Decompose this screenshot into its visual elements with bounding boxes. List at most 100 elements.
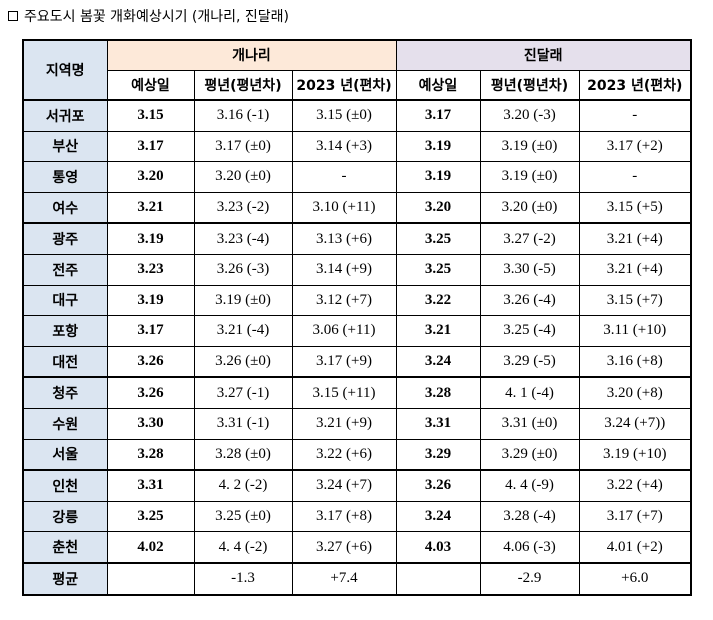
jindallae-normal-cell: 3.19 (±0) <box>479 130 580 163</box>
gaenari-2023-cell: 3.22 (+6) <box>291 438 397 471</box>
jindallae-expected-cell: 3.24 <box>395 500 481 533</box>
square-bullet-icon <box>8 11 18 21</box>
gaenari-expected-cell: 3.28 <box>106 438 195 471</box>
jindallae-expected-cell <box>395 561 481 595</box>
jindallae-expected-cell: 3.25 <box>395 253 481 286</box>
jindallae-expected-cell: 3.31 <box>395 407 481 440</box>
jindallae-expected-header: 예상일 <box>395 69 481 101</box>
gaenari-normal-cell: 3.26 (±0) <box>193 345 293 378</box>
jindallae-expected-cell: 3.26 <box>395 469 481 502</box>
jindallae-normal-cell: 3.20 (-3) <box>479 98 580 132</box>
table-row: 부산 3.17 3.17 (±0) 3.14 (+3) 3.19 3.19 (±0) 3.1… <box>22 130 692 163</box>
gaenari-expected-cell: 3.19 <box>106 222 195 255</box>
jindallae-expected-cell: 3.17 <box>395 98 481 132</box>
gaenari-normal-cell: 3.20 (±0) <box>193 161 293 193</box>
region-cell: 수원 <box>22 407 108 440</box>
gaenari-2023-cell: 3.14 (+3) <box>291 130 397 163</box>
average-row: 평균 -1.3 +7.4 -2.9 +6.0 <box>22 561 692 595</box>
jindallae-2023-cell: 3.17 (+2) <box>578 130 692 163</box>
jindallae-2023-cell: 3.20 (+8) <box>578 376 692 409</box>
gaenari-expected-cell: 3.21 <box>106 191 195 224</box>
jindallae-normal-cell: 3.30 (-5) <box>479 253 580 286</box>
region-cell: 춘천 <box>22 531 108 564</box>
gaenari-normal-cell: 3.28 (±0) <box>193 438 293 471</box>
jindallae-normal-header: 평년(평년차) <box>479 69 580 101</box>
jindallae-2023-cell: - <box>578 161 692 193</box>
gaenari-2023-cell: 3.14 (+9) <box>291 253 397 286</box>
gaenari-2023-cell: 3.21 (+9) <box>291 407 397 440</box>
gaenari-header: 개나리 <box>106 39 397 71</box>
gaenari-normal-cell: 4. 4 (-2) <box>193 531 293 564</box>
jindallae-2023-cell: - <box>578 98 692 132</box>
gaenari-expected-cell: 3.23 <box>106 253 195 286</box>
jindallae-expected-cell: 3.28 <box>395 376 481 409</box>
jindallae-2023-cell: 3.16 (+8) <box>578 345 692 378</box>
jindallae-expected-cell: 4.03 <box>395 531 481 564</box>
gaenari-2023-cell: 3.12 (+7) <box>291 284 397 317</box>
jindallae-normal-cell: -2.9 <box>479 561 580 595</box>
jindallae-normal-cell: 3.19 (±0) <box>479 161 580 193</box>
gaenari-normal-cell: 3.25 (±0) <box>193 500 293 533</box>
gaenari-2023-cell: 3.15 (±0) <box>291 98 397 132</box>
jindallae-2023-cell: 3.15 (+5) <box>578 191 692 224</box>
gaenari-2023-cell: +7.4 <box>291 561 397 595</box>
gaenari-normal-cell: 3.26 (-3) <box>193 253 293 286</box>
table-row: 광주 3.19 3.23 (-4) 3.13 (+6) 3.25 3.27 (-2) 3.2… <box>22 222 692 255</box>
table-row: 인천 3.31 4. 2 (-2) 3.24 (+7) 3.26 4. 4 (-9) 3.2… <box>22 469 692 502</box>
jindallae-expected-cell: 3.21 <box>395 315 481 347</box>
table-row: 전주 3.23 3.26 (-3) 3.14 (+9) 3.25 3.30 (-5) 3.2… <box>22 253 692 286</box>
region-cell: 광주 <box>22 222 108 255</box>
jindallae-2023-cell: 3.21 (+4) <box>578 253 692 286</box>
jindallae-normal-cell: 3.29 (-5) <box>479 345 580 378</box>
jindallae-expected-cell: 3.22 <box>395 284 481 317</box>
jindallae-normal-cell: 4.06 (-3) <box>479 531 580 564</box>
jindallae-2023-cell: +6.0 <box>578 561 692 595</box>
jindallae-2023-cell: 3.19 (+10) <box>578 438 692 471</box>
gaenari-expected-cell: 3.20 <box>106 161 195 193</box>
gaenari-expected-cell: 3.26 <box>106 376 195 409</box>
gaenari-2023-cell: 3.15 (+11) <box>291 376 397 409</box>
jindallae-expected-cell: 3.25 <box>395 222 481 255</box>
gaenari-normal-cell: 3.19 (±0) <box>193 284 293 317</box>
gaenari-normal-cell: 3.21 (-4) <box>193 315 293 347</box>
jindallae-normal-cell: 4. 4 (-9) <box>479 469 580 502</box>
gaenari-normal-cell: 3.23 (-2) <box>193 191 293 224</box>
gaenari-normal-cell: -1.3 <box>193 561 293 595</box>
table-row: 강릉 3.25 3.25 (±0) 3.17 (+8) 3.24 3.28 (-4) 3.1… <box>22 500 692 533</box>
table-row: 포항 3.17 3.21 (-4) 3.06 (+11) 3.21 3.25 (-4) 3.… <box>22 315 692 347</box>
region-cell: 전주 <box>22 253 108 286</box>
gaenari-expected-cell: 3.19 <box>106 284 195 317</box>
table-row: 대구 3.19 3.19 (±0) 3.12 (+7) 3.22 3.26 (-4) 3.1… <box>22 284 692 317</box>
gaenari-expected-cell: 4.02 <box>106 531 195 564</box>
gaenari-normal-cell: 4. 2 (-2) <box>193 469 293 502</box>
gaenari-2023-header: 2023 년(편차) <box>291 69 397 101</box>
gaenari-normal-cell: 3.17 (±0) <box>193 130 293 163</box>
jindallae-expected-cell: 3.19 <box>395 161 481 193</box>
jindallae-normal-cell: 3.31 (±0) <box>479 407 580 440</box>
region-header: 지역명 <box>22 39 108 101</box>
table-row: 여수 3.21 3.23 (-2) 3.10 (+11) 3.20 3.20 (±0) 3.… <box>22 191 692 224</box>
table-row: 대전 3.26 3.26 (±0) 3.17 (+9) 3.24 3.29 (-5) 3.1… <box>22 345 692 378</box>
page-title: 주요도시 봄꽃 개화예상시기 (개나리, 진달래) <box>6 5 289 27</box>
jindallae-normal-cell: 3.27 (-2) <box>479 222 580 255</box>
jindallae-expected-cell: 3.20 <box>395 191 481 224</box>
jindallae-normal-cell: 3.26 (-4) <box>479 284 580 317</box>
jindallae-2023-cell: 3.11 (+10) <box>578 315 692 347</box>
jindallae-normal-cell: 3.28 (-4) <box>479 500 580 533</box>
jindallae-expected-cell: 3.29 <box>395 438 481 471</box>
gaenari-2023-cell: 3.06 (+11) <box>291 315 397 347</box>
jindallae-2023-cell: 3.24 (+7)) <box>578 407 692 440</box>
jindallae-normal-cell: 3.20 (±0) <box>479 191 580 224</box>
table-row: 서귀포 3.15 3.16 (-1) 3.15 (±0) 3.17 3.20 (-3) - <box>22 98 692 132</box>
region-cell: 대구 <box>22 284 108 317</box>
gaenari-expected-cell: 3.17 <box>106 315 195 347</box>
table-row: 청주 3.26 3.27 (-1) 3.15 (+11) 3.28 4. 1 (-4) 3.… <box>22 376 692 409</box>
jindallae-normal-cell: 3.25 (-4) <box>479 315 580 347</box>
gaenari-2023-cell: 3.13 (+6) <box>291 222 397 255</box>
table-row: 춘천 4.02 4. 4 (-2) 3.27 (+6) 4.03 4.06 (-3) 4.0… <box>22 531 692 564</box>
region-cell: 여수 <box>22 191 108 224</box>
gaenari-2023-cell: 3.17 (+9) <box>291 345 397 378</box>
gaenari-expected-cell: 3.17 <box>106 130 195 163</box>
gaenari-expected-cell: 3.25 <box>106 500 195 533</box>
gaenari-expected-cell: 3.15 <box>106 98 195 132</box>
